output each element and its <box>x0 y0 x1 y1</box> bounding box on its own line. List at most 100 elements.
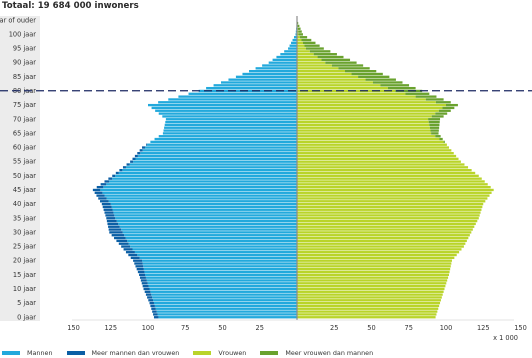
bar-more-women <box>431 115 444 118</box>
bar-women <box>297 296 442 299</box>
bar-men <box>112 177 298 180</box>
bar-men <box>155 307 297 310</box>
x-tick-label: 50 <box>367 324 375 332</box>
bar-more-women <box>302 41 316 45</box>
age-tick-label: 10 jaar <box>13 285 36 293</box>
bar-more-men <box>104 180 110 183</box>
bar-more-women <box>351 72 383 76</box>
age-tick-label: 5 jaar <box>17 299 36 307</box>
legend-item-men: Mannen <box>2 349 53 357</box>
bar-men <box>103 185 297 189</box>
bar-women <box>297 228 473 231</box>
bar-women <box>297 44 305 47</box>
bar-women <box>297 208 482 211</box>
bar-women <box>297 256 455 260</box>
bar-more-men <box>151 307 156 310</box>
bar-men <box>188 92 297 95</box>
age-tick-label: 50 jaar <box>13 172 36 180</box>
bar-men <box>158 316 297 319</box>
bar-more-women <box>297 27 301 30</box>
bar-men <box>255 67 297 70</box>
bar-men <box>280 53 297 56</box>
bar-more-men <box>142 284 149 288</box>
bar-women <box>297 78 366 81</box>
bar-women <box>297 171 476 175</box>
bar-men <box>249 70 297 73</box>
bar-more-women <box>321 58 351 62</box>
bar-men <box>147 282 297 285</box>
bar-men <box>143 265 297 268</box>
bar-men <box>295 33 297 36</box>
bar-men <box>242 72 297 76</box>
bar-women <box>297 95 416 98</box>
bar-men <box>162 132 297 135</box>
age-tick-label: 45 jaar <box>13 186 36 194</box>
bar-men <box>149 287 297 291</box>
bar-women <box>297 140 444 144</box>
bar-men <box>154 304 297 308</box>
bar-men <box>130 245 297 248</box>
bar-women <box>297 50 310 53</box>
bar-more-men <box>128 253 138 257</box>
bar-more-men <box>102 205 112 209</box>
bar-more-men <box>119 169 123 172</box>
bar-more-men <box>108 177 113 180</box>
bar-more-men <box>100 183 107 186</box>
bar-women <box>297 265 451 268</box>
bar-men <box>139 256 297 260</box>
bar-more-women <box>435 101 451 104</box>
bar-men <box>178 95 297 98</box>
bar-more-women <box>425 98 444 101</box>
bar-women <box>297 64 332 67</box>
bar-men <box>158 112 297 115</box>
bar-men <box>143 268 297 271</box>
bar-women <box>297 191 492 194</box>
bar-women <box>297 217 479 220</box>
age-tick-label: 60 jaar <box>13 144 36 152</box>
bar-men <box>163 129 297 132</box>
bar-more-women <box>435 135 441 138</box>
bar-women <box>297 135 436 138</box>
bar-women <box>297 253 457 257</box>
bar-men <box>128 242 297 245</box>
bar-women <box>297 103 446 107</box>
bar-women <box>297 214 480 217</box>
bar-men <box>125 236 298 240</box>
bar-women <box>297 242 466 245</box>
bar-men <box>288 47 297 50</box>
bar-men <box>140 152 297 155</box>
bar-more-women <box>301 38 312 42</box>
bar-more-men <box>152 310 157 313</box>
bar-women <box>297 188 494 192</box>
bar-men <box>156 310 297 313</box>
bar-men <box>151 106 297 110</box>
bar-men <box>153 299 297 302</box>
bar-women <box>297 279 448 282</box>
bar-women <box>297 101 436 104</box>
bar-men <box>137 253 297 257</box>
bar-men <box>206 86 297 90</box>
bar-more-men <box>96 194 105 197</box>
bar-more-men <box>134 154 138 158</box>
bar-more-men <box>141 282 148 285</box>
bar-more-men <box>111 234 125 237</box>
bar-more-men <box>107 222 119 226</box>
bar-men <box>110 202 297 206</box>
bar-men <box>145 146 297 149</box>
bar-more-men <box>101 202 111 206</box>
bar-more-women <box>344 70 377 73</box>
bar-women <box>297 200 486 203</box>
bar-men <box>111 205 297 209</box>
bar-women <box>297 146 449 149</box>
bar-more-men <box>109 231 123 234</box>
bar-more-men <box>137 270 145 274</box>
bar-men <box>154 137 297 141</box>
bar-men <box>134 251 297 254</box>
bar-more-men <box>98 197 107 200</box>
bar-men <box>228 78 297 81</box>
bar-more-men <box>125 251 135 254</box>
bar-more-women <box>331 64 364 67</box>
bar-women <box>297 236 469 240</box>
bar-women <box>297 174 479 177</box>
bar-more-men <box>122 166 126 169</box>
